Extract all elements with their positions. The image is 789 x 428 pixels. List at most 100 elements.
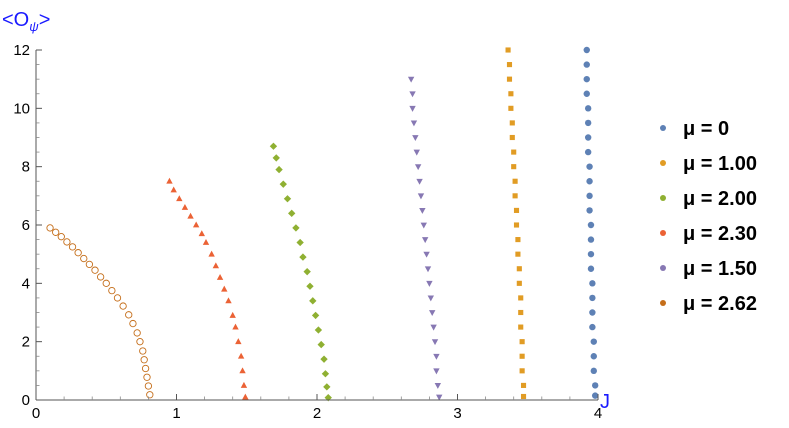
data-point: [208, 250, 215, 257]
data-point: [140, 356, 148, 364]
data-point: [430, 324, 437, 331]
data-point: [237, 352, 245, 359]
data-point: [235, 338, 242, 345]
data-point: [311, 311, 320, 320]
data-point: [407, 76, 415, 83]
y-tick-label: 4: [22, 275, 30, 292]
legend-label: μ = 1.50: [683, 258, 757, 280]
data-point: [139, 347, 147, 355]
data-point: [410, 120, 418, 127]
data-point: [591, 392, 599, 399]
data-point: [412, 135, 419, 142]
data-point: [583, 61, 590, 68]
y-tick-label: 2: [22, 334, 30, 351]
y-axis-label-base: <O: [2, 9, 29, 31]
data-point: [85, 260, 94, 269]
data-point: [102, 279, 110, 287]
data-point: [505, 47, 511, 53]
data-point: [516, 266, 522, 272]
series-3: [166, 177, 249, 400]
data-point: [314, 326, 323, 334]
data-point: [512, 178, 518, 184]
data-point: [506, 62, 513, 68]
data-point: [119, 302, 127, 310]
data-point: [272, 154, 280, 162]
series-0: [583, 46, 599, 399]
data-point: [108, 286, 116, 295]
data-point: [324, 393, 332, 402]
data-point: [91, 266, 99, 274]
data-point: [133, 329, 141, 337]
data-point: [225, 297, 232, 304]
data-point: [306, 282, 314, 290]
y-axis-label-subscript: ψ: [29, 19, 39, 34]
data-point: [198, 230, 205, 237]
data-point: [420, 222, 427, 229]
data-point: [419, 208, 426, 214]
x-tick-label: 3: [453, 405, 461, 422]
y-tick-label: 8: [22, 159, 30, 176]
data-point: [513, 222, 520, 228]
data-point: [590, 353, 597, 360]
data-point: [409, 105, 416, 112]
data-point: [584, 119, 592, 127]
data-point: [520, 393, 527, 400]
data-point: [583, 75, 590, 83]
data-point: [229, 311, 236, 318]
plot-area: [46, 46, 599, 402]
legend: μ = 0 μ = 1.00 μ = 2.00 μ = 2.30 μ = 1.50 μ =…: [660, 118, 757, 315]
data-point: [508, 91, 514, 97]
data-point: [589, 294, 596, 302]
data-point: [586, 178, 593, 185]
data-point: [583, 90, 590, 97]
data-point: [423, 251, 430, 258]
data-point: [424, 266, 432, 273]
series-4: [407, 76, 443, 401]
data-point: [136, 338, 144, 346]
x-axis-label: J: [600, 391, 610, 413]
data-point: [590, 338, 597, 345]
data-point: [433, 353, 440, 360]
data-point: [586, 163, 593, 170]
data-point: [212, 262, 220, 269]
data-point: [516, 280, 522, 286]
data-point: [221, 285, 228, 292]
data-point: [216, 273, 224, 280]
series-1: [505, 47, 527, 400]
y-tick-label: 0: [22, 392, 30, 409]
legend-label: μ = 2.30: [683, 223, 757, 245]
x-tick-label: 2: [313, 405, 321, 422]
data-point: [413, 149, 420, 156]
legend-marker: [660, 160, 666, 166]
data-point: [125, 311, 133, 319]
data-point: [192, 221, 200, 228]
data-point: [584, 105, 592, 112]
data-point: [288, 209, 296, 218]
y-axis-label: <Oψ>: [2, 9, 50, 34]
data-point: [181, 203, 189, 210]
data-point: [512, 193, 518, 199]
data-point: [292, 224, 300, 232]
legend-item: μ = 2.00: [660, 188, 757, 210]
data-point: [427, 295, 435, 302]
data-point: [275, 165, 283, 174]
data-point: [57, 233, 65, 241]
data-point: [129, 319, 137, 328]
data-point: [417, 193, 425, 200]
data-point: [283, 195, 292, 203]
data-point: [321, 370, 330, 378]
data-point: [113, 294, 122, 302]
data-point: [202, 238, 210, 245]
data-point: [506, 76, 513, 82]
data-point: [309, 297, 317, 305]
data-point: [587, 236, 595, 243]
legend-label: μ = 2.62: [683, 293, 757, 315]
data-point: [513, 207, 520, 213]
data-point: [508, 105, 514, 111]
data-point: [587, 250, 595, 258]
legend-marker: [660, 300, 666, 306]
data-point: [240, 381, 248, 388]
x-tick-label: 0: [32, 405, 40, 422]
data-point: [96, 273, 105, 281]
data-point: [303, 267, 311, 276]
